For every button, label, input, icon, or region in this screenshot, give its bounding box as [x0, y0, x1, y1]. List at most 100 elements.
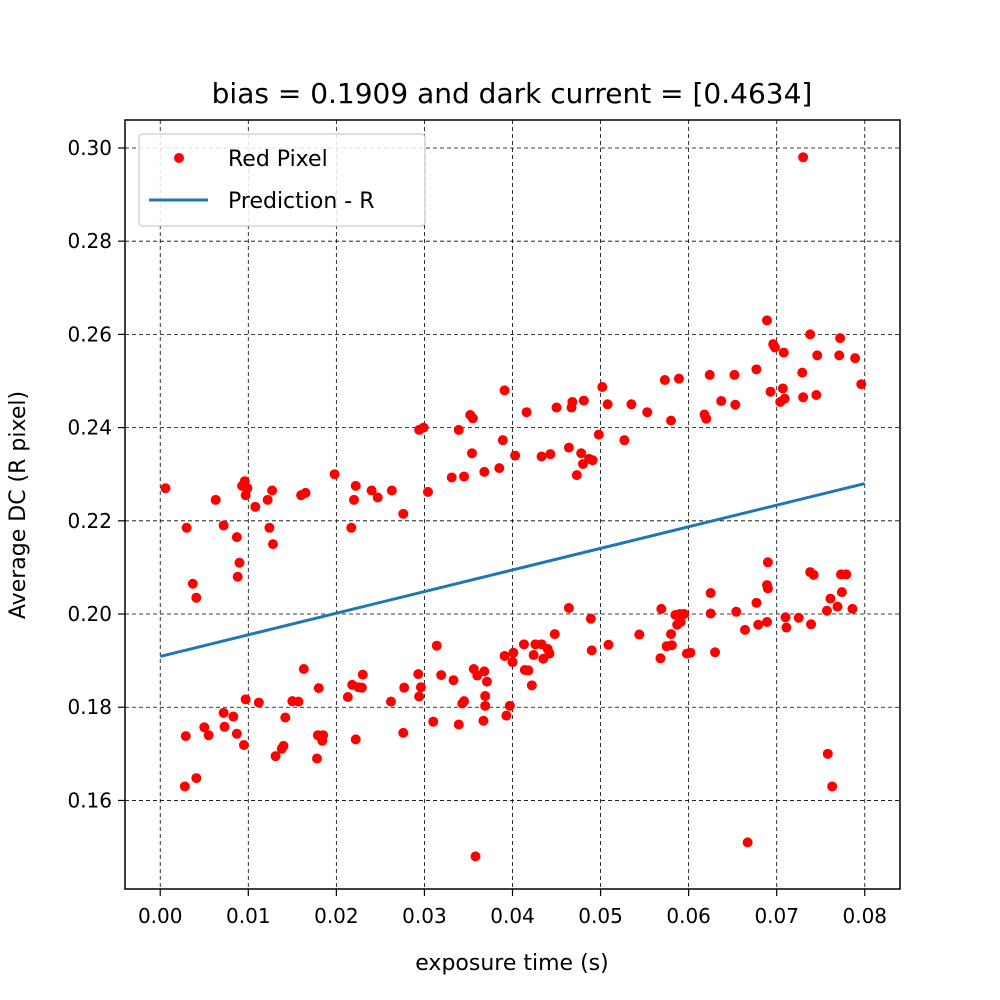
x-tick-label: 0.01 — [226, 904, 271, 928]
red-pixel-point — [805, 329, 816, 340]
red-pixel-point — [313, 683, 324, 694]
red-pixel-point — [856, 379, 867, 390]
chart-title: bias = 0.1909 and dark current = [0.4634… — [212, 77, 813, 110]
red-pixel-point — [179, 781, 190, 792]
red-pixel-point — [470, 851, 481, 862]
red-pixel-point — [413, 669, 424, 680]
red-pixel-point — [504, 700, 515, 711]
red-pixel-point — [453, 719, 464, 730]
red-pixel-point — [576, 448, 587, 459]
y-tick-label: 0.28 — [67, 229, 112, 253]
red-pixel-point — [798, 392, 809, 403]
legend-label-red-pixel: Red Pixel — [228, 147, 328, 172]
red-pixel-point — [545, 449, 556, 460]
red-pixel-point — [250, 501, 261, 512]
red-pixel-point — [508, 647, 519, 658]
y-tick-label: 0.22 — [67, 509, 112, 533]
red-pixel-point — [203, 730, 214, 741]
red-pixel-point — [300, 487, 311, 498]
x-tick-label: 0.07 — [754, 904, 799, 928]
red-pixel-point — [751, 364, 762, 375]
red-pixel-point — [751, 597, 762, 608]
legend-box — [138, 133, 426, 227]
red-pixel-point — [705, 588, 716, 599]
red-pixel-point — [270, 751, 281, 762]
red-pixel-point — [318, 730, 329, 741]
red-pixel-point — [385, 696, 396, 707]
red-pixel-point — [777, 383, 788, 394]
red-pixel-point — [634, 629, 645, 640]
prediction-line-layer — [159, 482, 866, 658]
red-pixel-point — [705, 608, 716, 619]
red-pixel-point — [850, 353, 861, 364]
red-pixel-point — [832, 601, 843, 612]
red-pixel-point — [372, 492, 383, 503]
x-tick-label: 0.04 — [490, 904, 535, 928]
red-pixel-point — [187, 578, 198, 589]
red-pixel-point — [523, 665, 534, 676]
red-pixel-point — [356, 682, 367, 693]
red-pixel-point — [666, 629, 677, 640]
red-pixel-point — [780, 612, 791, 623]
red-pixel-point — [731, 606, 742, 617]
red-pixel-point — [567, 396, 578, 407]
red-pixel-point — [415, 682, 426, 693]
red-pixel-point — [453, 424, 464, 435]
red-pixel-point — [685, 647, 696, 658]
y-tick-label: 0.26 — [67, 322, 112, 346]
red-pixel-point — [501, 710, 512, 721]
red-pixel-point — [231, 728, 242, 739]
red-pixel-point — [342, 691, 353, 702]
red-pixel-point — [793, 612, 804, 623]
red-pixel-point — [180, 731, 191, 742]
red-pixel-point — [701, 413, 712, 424]
red-pixel-point — [586, 645, 597, 656]
y-tick-label: 0.18 — [67, 695, 112, 719]
red-pixel-point — [781, 622, 792, 633]
red-pixel-point — [571, 470, 582, 481]
red-pixel-point — [280, 712, 291, 723]
red-pixel-point — [798, 152, 809, 163]
red-pixel-point — [160, 483, 171, 494]
x-tick-label: 0.00 — [138, 904, 183, 928]
red-pixel-point — [521, 407, 532, 418]
red-pixel-point — [742, 837, 753, 848]
red-pixel-point — [219, 721, 230, 732]
red-pixel-point — [762, 315, 773, 326]
red-pixel-point — [626, 399, 637, 410]
red-pixel-point — [704, 369, 715, 380]
red-pixel-point — [765, 386, 776, 397]
red-pixel-point — [551, 402, 562, 413]
red-pixel-point — [808, 569, 819, 580]
prediction-line — [159, 482, 866, 658]
red-pixel-point — [350, 734, 361, 745]
red-pixel-point — [481, 676, 492, 687]
red-pixel-point — [806, 619, 817, 630]
red-pixel-point — [526, 680, 537, 691]
red-pixel-point — [499, 650, 510, 661]
red-pixel-point — [494, 463, 505, 474]
red-pixel-point — [262, 494, 273, 505]
red-pixel-point — [386, 485, 397, 496]
red-pixel-point — [350, 480, 361, 491]
red-pixel-point — [528, 650, 539, 661]
x-tick-label: 0.03 — [402, 904, 447, 928]
red-pixel-point — [507, 657, 518, 668]
red-pixel-point — [587, 455, 598, 466]
red-pixel-point — [298, 664, 309, 675]
red-pixel-point — [278, 740, 289, 751]
red-pixel-point — [346, 522, 357, 533]
red-pixel-point — [655, 653, 666, 664]
red-pixel-point — [311, 753, 322, 764]
red-pixel-point — [218, 520, 229, 531]
red-pixel-point — [597, 382, 608, 393]
x-tick-label: 0.08 — [843, 904, 888, 928]
red-pixel-point — [357, 669, 368, 680]
y-tick-label: 0.24 — [67, 416, 112, 440]
red-pixel-point — [497, 435, 508, 446]
red-pixel-point — [811, 389, 822, 400]
red-pixel-point — [656, 603, 667, 614]
red-pixel-point — [478, 715, 489, 726]
x-axis-label: exposure time (s) — [415, 951, 608, 976]
